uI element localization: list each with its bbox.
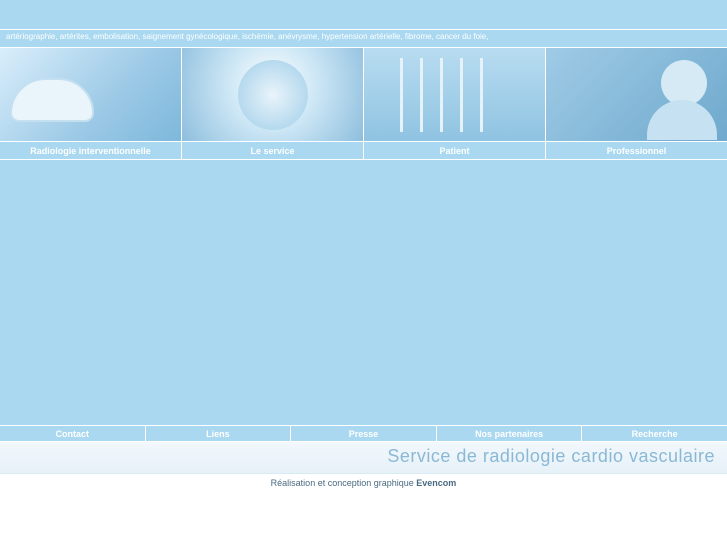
hero-banner [0, 48, 727, 142]
credit-prefix: Réalisation et conception graphique [271, 478, 417, 488]
nav-professionnel[interactable]: Professionnel [546, 142, 727, 159]
subnav-partenaires[interactable]: Nos partenaires [437, 426, 583, 441]
sub-nav: Contact Liens Presse Nos partenaires Rec… [0, 426, 727, 442]
subnav-contact[interactable]: Contact [0, 426, 146, 441]
subnav-liens[interactable]: Liens [146, 426, 292, 441]
hero-image-corridor [364, 48, 546, 141]
brand-title: Service de radiologie cardio vasculaire [387, 446, 715, 466]
nav-radiologie[interactable]: Radiologie interventionnelle [0, 142, 182, 159]
top-spacer [0, 0, 727, 30]
subnav-recherche[interactable]: Recherche [582, 426, 727, 441]
credit-company[interactable]: Evencom [416, 478, 456, 488]
brand-bar: Service de radiologie cardio vasculaire [0, 442, 727, 474]
main-nav: Radiologie interventionnelle Le service … [0, 142, 727, 160]
hero-image-atrium [182, 48, 364, 141]
page-root: artériographie, artérites, embolisation,… [0, 0, 727, 492]
hero-image-surgeon [546, 48, 727, 141]
nav-service[interactable]: Le service [182, 142, 364, 159]
credit-bar: Réalisation et conception graphique Even… [0, 474, 727, 492]
subnav-presse[interactable]: Presse [291, 426, 437, 441]
content-area [0, 160, 727, 426]
nav-patient[interactable]: Patient [364, 142, 546, 159]
hero-image-scanner [0, 48, 182, 141]
keywords-bar: artériographie, artérites, embolisation,… [0, 30, 727, 48]
